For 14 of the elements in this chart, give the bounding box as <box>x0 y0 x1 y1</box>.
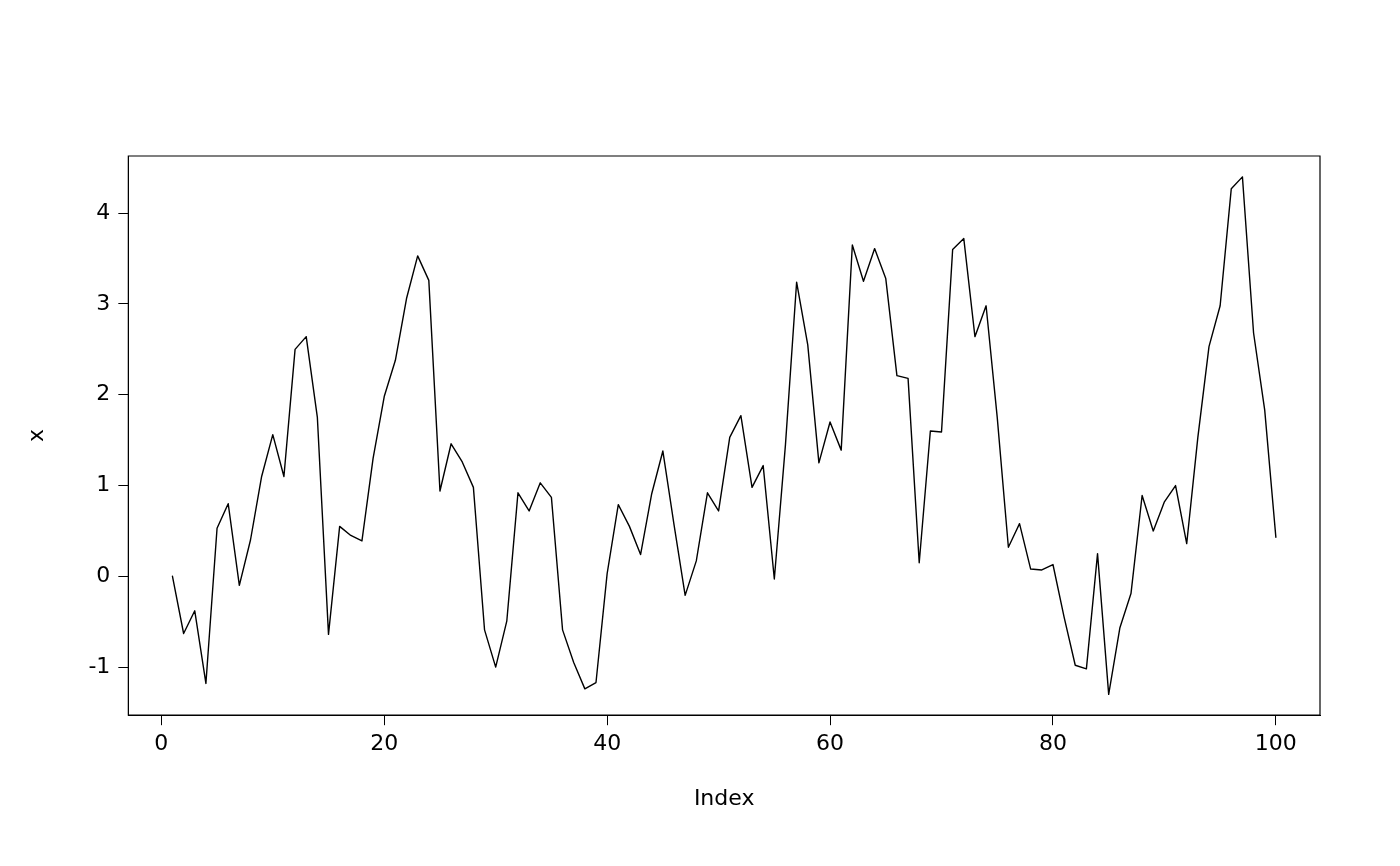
x-tick-label: 40 <box>593 730 622 756</box>
x-tick-label: 100 <box>1254 730 1297 756</box>
x-tick-label: 20 <box>370 730 399 756</box>
y-tick-label: 0 <box>96 562 111 588</box>
x-axis-title: Index <box>693 784 755 810</box>
y-tick-label: 1 <box>96 471 111 497</box>
x-tick-label: 80 <box>1038 730 1067 756</box>
x-tick-label: 60 <box>816 730 845 756</box>
y-tick-label: 4 <box>96 198 111 224</box>
y-tick-label: 2 <box>96 380 111 406</box>
y-tick-label: 3 <box>96 289 111 315</box>
y-tick-label: -1 <box>88 652 111 678</box>
x-tick-label: 0 <box>154 730 169 756</box>
y-axis-title: x <box>22 429 48 443</box>
